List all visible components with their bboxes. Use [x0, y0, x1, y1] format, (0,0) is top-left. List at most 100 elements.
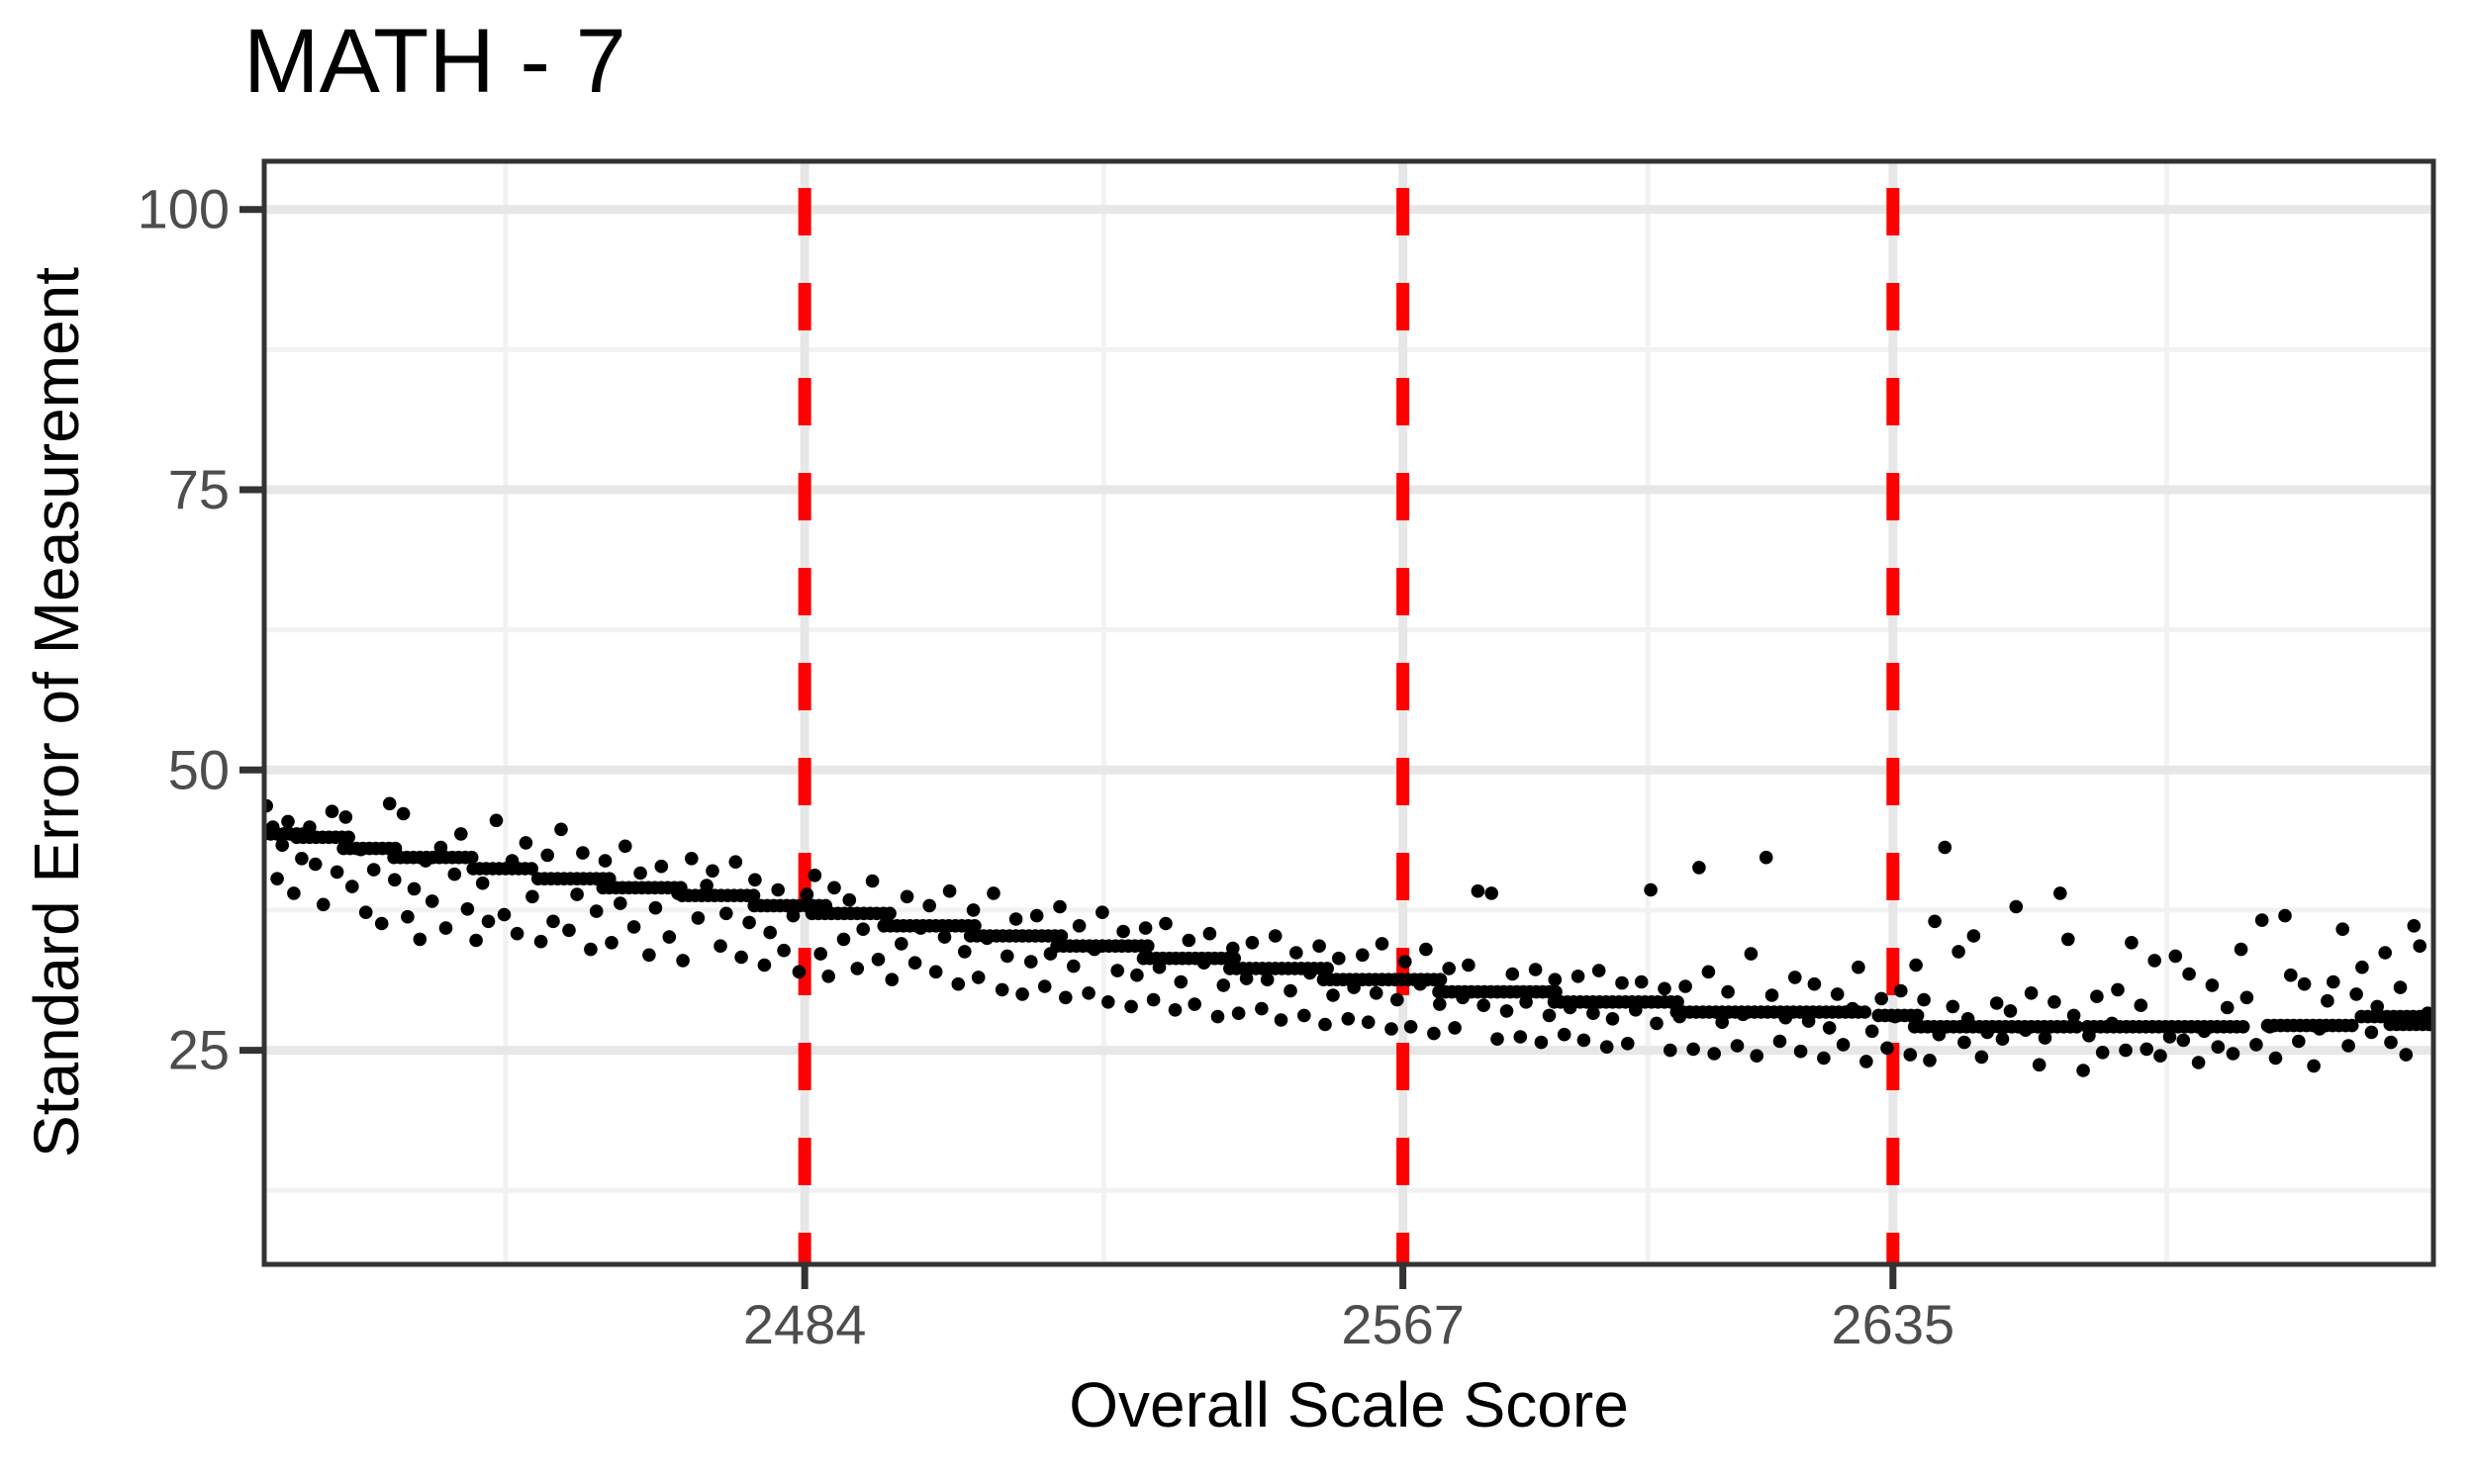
data-point: [533, 934, 548, 949]
data-point: [2236, 1020, 2250, 1034]
data-point: [1484, 886, 1498, 900]
data-point: [748, 873, 762, 887]
data-point: [1759, 850, 1773, 865]
data-point: [1130, 968, 1144, 982]
data-point: [842, 892, 857, 907]
data-point: [341, 830, 356, 845]
data-point: [325, 804, 339, 818]
data-point: [1707, 1047, 1721, 1061]
data-point: [700, 879, 714, 892]
data-point: [1356, 948, 1370, 963]
data-point: [1938, 840, 1952, 855]
panel-border: [261, 158, 2436, 1267]
data-point: [1095, 905, 1109, 919]
data-point: [937, 930, 952, 944]
data-point: [913, 921, 928, 935]
data-point: [671, 886, 685, 900]
data-point: [1505, 967, 1520, 981]
data-point: [1903, 1048, 1918, 1062]
data-point: [1320, 962, 1334, 975]
data-point: [1029, 908, 1044, 923]
data-point: [1744, 947, 1759, 961]
data-point: [295, 852, 309, 866]
data-point: [1088, 942, 1101, 957]
data-point: [1772, 1034, 1787, 1049]
data-point: [654, 859, 669, 874]
data-point: [1227, 951, 1241, 966]
data-point: [1822, 1021, 1837, 1035]
data-point: [728, 855, 743, 869]
data-point: [1793, 1044, 1808, 1059]
data-point: [1750, 1049, 1763, 1063]
data-point: [1255, 1001, 1269, 1016]
data-point: [808, 869, 822, 882]
data-point: [1152, 960, 1167, 974]
data-point: [2105, 1016, 2119, 1031]
data-point: [460, 902, 475, 916]
x-tick-label: 2635: [1832, 1293, 1955, 1355]
data-point: [2399, 1048, 2414, 1062]
data-point: [2162, 1030, 2177, 1044]
data-point: [1008, 912, 1023, 926]
data-point: [425, 894, 439, 908]
data-point: [2327, 974, 2340, 989]
data-point: [287, 886, 301, 900]
data-point: [1361, 1015, 1376, 1029]
data-point: [1542, 1008, 1557, 1023]
data-point: [1442, 962, 1456, 975]
data-point: [1116, 924, 1130, 939]
data-point: [338, 810, 353, 824]
data-point: [1591, 964, 1606, 977]
data-point: [865, 874, 880, 888]
data-point: [966, 903, 981, 917]
data-point: [2125, 936, 2139, 950]
data-point: [330, 865, 344, 880]
data-point: [821, 970, 835, 983]
data-point: [777, 943, 791, 958]
data-point: [2197, 1024, 2212, 1039]
data-point: [1159, 916, 1173, 931]
data-point: [633, 866, 647, 881]
data-point: [2061, 932, 2075, 947]
data-point: [407, 881, 422, 896]
data-point: [1995, 1032, 2010, 1046]
data-point: [464, 850, 479, 865]
data-point: [1043, 947, 1058, 961]
data-point: [1024, 955, 1038, 969]
data-point: [1548, 973, 1563, 986]
data-point: [1917, 992, 1931, 1007]
data-point: [1857, 1005, 1872, 1019]
data-point: [971, 971, 986, 984]
data-point: [836, 932, 851, 947]
data-point: [1957, 1035, 1971, 1050]
data-point: [1403, 1020, 1418, 1034]
data-point: [589, 904, 604, 918]
data-point: [958, 945, 972, 959]
data-point: [1398, 955, 1412, 969]
data-point: [907, 956, 922, 970]
data-point: [1326, 988, 1340, 1002]
data-point: [1462, 958, 1475, 973]
data-point: [1801, 1014, 1816, 1028]
data-point: [1369, 986, 1383, 1000]
data-point: [2019, 1023, 2033, 1037]
data-point: [2140, 1042, 2153, 1057]
data-point: [1210, 1009, 1225, 1024]
data-point: [1188, 997, 1201, 1011]
data-point: [900, 889, 914, 904]
data-point: [396, 806, 411, 821]
data-point: [1000, 949, 1014, 964]
data-point: [1347, 980, 1361, 994]
data-point: [792, 965, 807, 979]
data-point: [546, 914, 560, 929]
data-point: [1054, 929, 1069, 943]
points-layer: [264, 796, 2433, 1077]
data-point: [1284, 983, 1297, 998]
data-point: [1101, 995, 1115, 1009]
data-point: [1433, 997, 1447, 1011]
data-point: [1909, 958, 1923, 973]
data-point: [433, 840, 448, 855]
data-point: [928, 965, 943, 979]
data-point: [1576, 1033, 1591, 1048]
data-point: [489, 813, 504, 828]
